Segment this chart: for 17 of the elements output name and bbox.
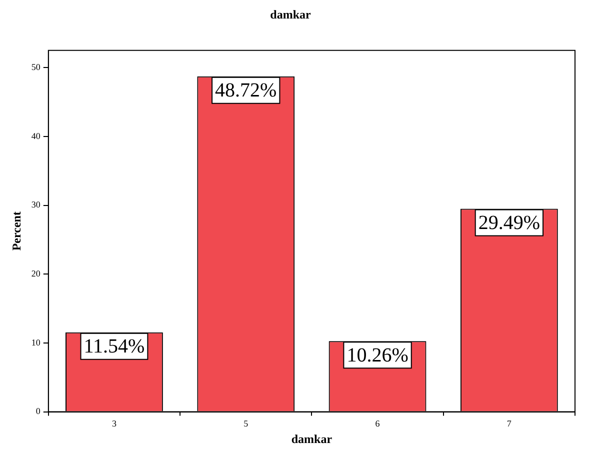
data-label: 29.49% [478, 212, 540, 234]
y-tick-label: 50 [31, 62, 41, 72]
y-tick-label: 10 [31, 337, 41, 348]
data-label: 11.54% [84, 336, 145, 358]
x-tick-label: 5 [244, 418, 249, 429]
y-tick-label: 40 [31, 130, 41, 141]
x-tick-label: 3 [112, 418, 117, 429]
data-label: 48.72% [215, 80, 277, 102]
y-tick-label: 30 [31, 200, 41, 210]
data-label: 10.26% [346, 344, 408, 366]
x-tick-label: 7 [506, 418, 512, 429]
y-axis-title: Percent [9, 212, 24, 251]
y-tick-label: 0 [36, 406, 41, 416]
x-axis-title: damkar [291, 432, 333, 446]
x-tick-label: 6 [375, 418, 380, 429]
chart-title: damkar [270, 7, 312, 22]
y-tick-label: 20 [31, 268, 41, 278]
